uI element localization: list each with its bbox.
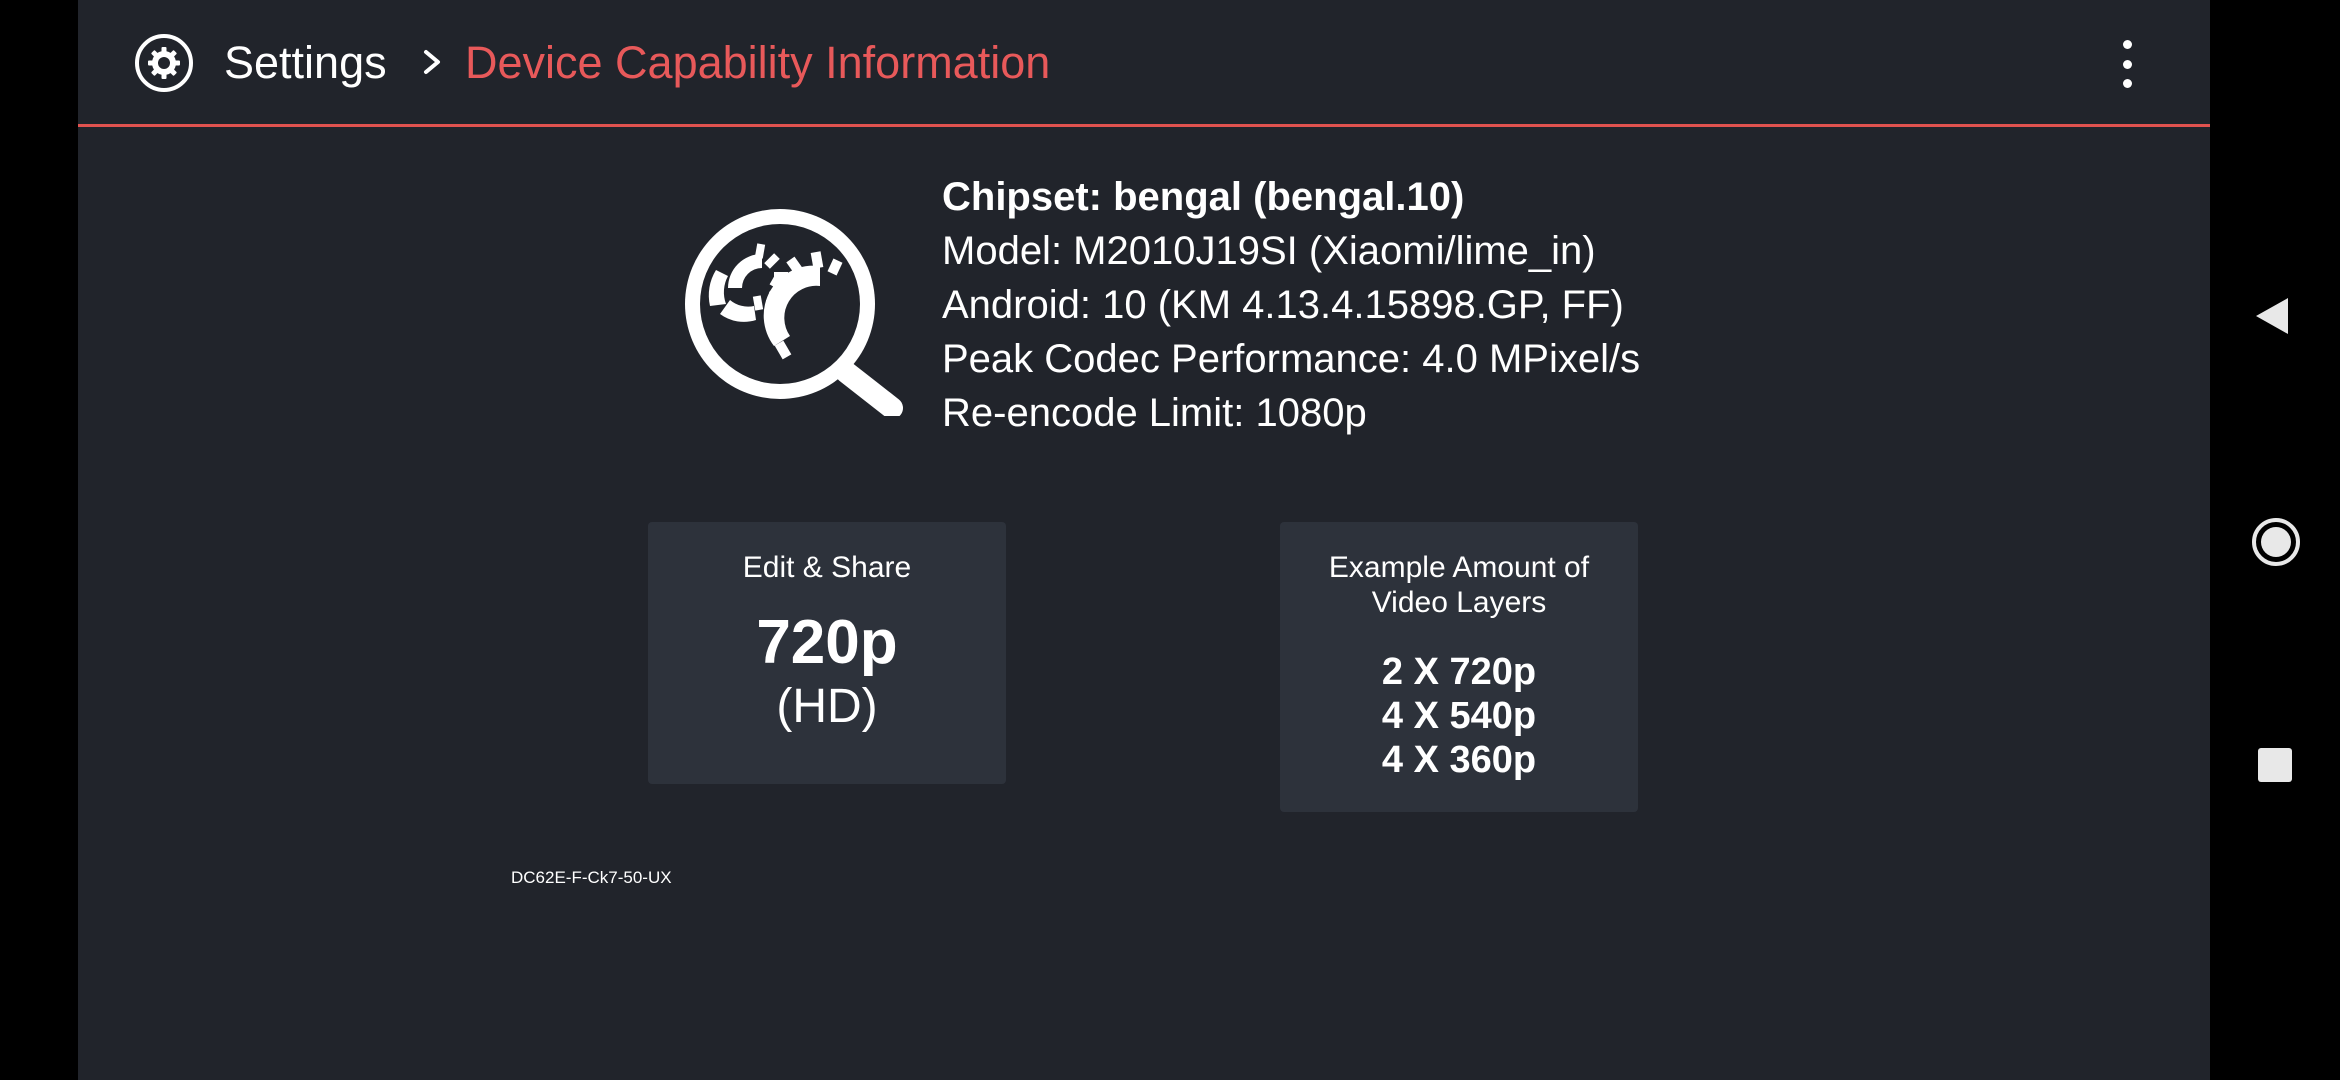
chipset-text: Chipset: bengal (bengal.10) — [942, 175, 1465, 219]
device-search-gears-icon — [685, 209, 903, 416]
peak-codec-text: Peak Codec Performance: 4.0 MPixel/s — [942, 337, 1641, 381]
edit-share-card: Edit & Share 720p (HD) — [648, 522, 1006, 784]
edit-share-quality: (HD) — [776, 680, 878, 733]
recents-square-icon[interactable] — [2258, 748, 2292, 782]
app-window: Settings Device Capability Information — [78, 0, 2210, 1080]
more-options-button[interactable] — [2112, 34, 2142, 94]
chevron-right-icon — [424, 50, 440, 74]
home-circle-icon[interactable] — [2250, 516, 2302, 568]
device-code: DC62E-F-Ck7-50-UX — [511, 868, 672, 887]
more-vert-icon — [2122, 40, 2132, 49]
settings-gear-icon[interactable] — [134, 33, 194, 93]
list-item: 4 X 360p — [1381, 739, 1537, 781]
page-title: Device Capability Information — [465, 37, 1051, 88]
video-layers-card: Example Amount of Video Layers 2 X 720p … — [1280, 522, 1638, 812]
back-triangle-icon[interactable] — [2254, 296, 2290, 336]
list-item: 2 X 720p — [1381, 651, 1537, 693]
android-text: Android: 10 (KM 4.13.4.15898.GP, FF) — [942, 283, 1624, 327]
edit-share-title: Edit & Share — [742, 551, 912, 584]
breadcrumb-settings[interactable]: Settings — [224, 37, 387, 88]
model-text: Model: M2010J19SI (Xiaomi/lime_in) — [942, 229, 1596, 273]
video-layers-list: 2 X 720p 4 X 540p 4 X 360p — [1280, 650, 1638, 782]
video-layers-title: Example Amount of Video Layers — [1328, 551, 1590, 619]
system-nav-bar — [2210, 0, 2340, 1080]
edit-share-resolution: 720p — [756, 608, 898, 677]
list-item: 4 X 540p — [1381, 695, 1537, 737]
app-bar: Settings Device Capability Information — [78, 0, 2210, 127]
reencode-limit-text: Re-encode Limit: 1080p — [942, 391, 1367, 435]
device-info-block: Chipset: bengal (bengal.10) Model: M2010… — [942, 170, 1742, 440]
